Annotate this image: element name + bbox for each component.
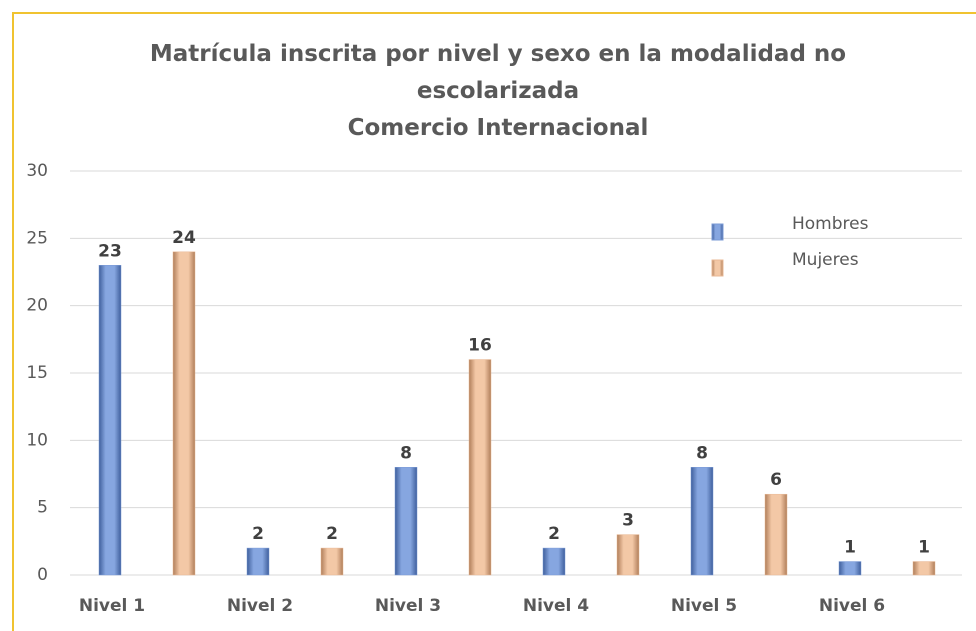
data-label: 2 [252,524,264,544]
bar [912,561,936,576]
data-label: 3 [622,511,634,531]
bar [172,251,196,576]
bar [690,467,714,576]
bar [764,493,788,576]
legend-swatch [711,223,724,241]
data-label: 23 [98,241,122,261]
chart-border [12,12,976,631]
data-label: 24 [172,228,196,248]
data-label: 16 [468,336,492,356]
x-tick-label: Nivel 2 [227,596,293,616]
x-tick-label: Nivel 4 [523,596,589,616]
x-tick-label: Nivel 5 [671,596,737,616]
chart-subtitle: Comercio Internacional [347,115,649,141]
y-tick-label: 0 [37,565,48,585]
legend-swatch [711,259,724,277]
bar [320,547,344,576]
y-tick-label: 10 [26,430,48,450]
bar [246,547,270,576]
title-block: Matrícula inscrita por nivel y sexo en l… [148,36,848,147]
bar [838,561,862,576]
x-tick-label: Nivel 3 [375,596,441,616]
y-tick-label: 5 [37,498,48,518]
chart-title: Matrícula inscrita por nivel y sexo en l… [149,41,847,104]
bar [616,534,640,576]
data-label: 1 [844,538,856,558]
legend-label: Hombres [792,214,869,234]
x-tick-label: Nivel 1 [79,596,145,616]
y-tick-label: 30 [26,161,48,181]
y-tick-label: 20 [26,296,48,316]
data-label: 8 [696,443,708,463]
x-tick-label: Nivel 6 [819,596,885,616]
legend-label: Mujeres [792,250,859,270]
data-label: 6 [770,470,782,490]
data-label: 2 [326,524,338,544]
data-label: 2 [548,524,560,544]
bar [98,265,122,576]
y-tick-label: 25 [26,228,48,248]
data-label: 1 [918,538,930,558]
data-label: 8 [400,443,412,463]
bar [468,359,492,576]
bar [542,547,566,576]
bar [394,467,418,576]
y-tick-label: 15 [26,363,48,383]
